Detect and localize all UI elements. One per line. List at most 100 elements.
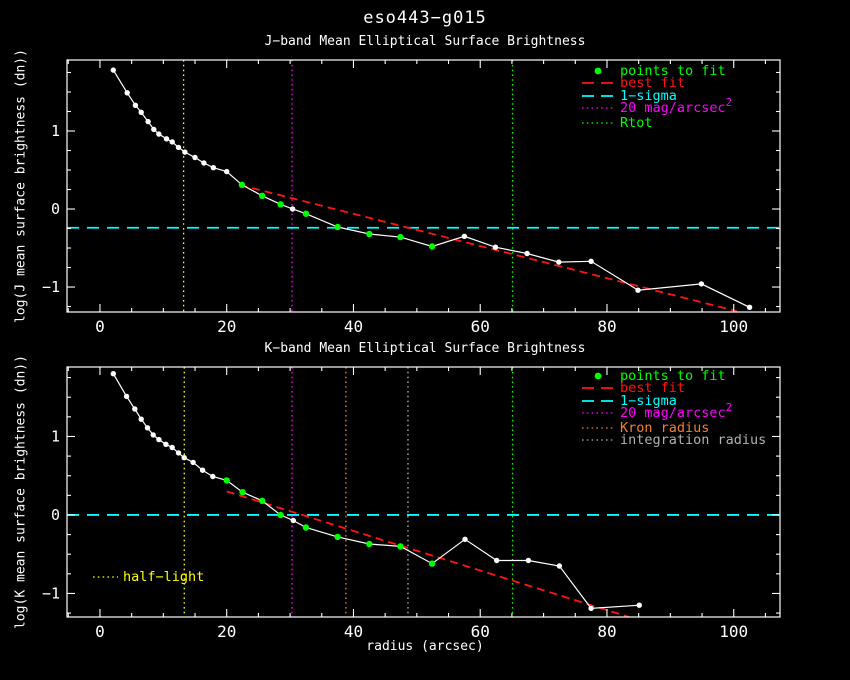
x-tick-label: 80 [597, 622, 616, 641]
fit-point [428, 243, 436, 250]
data-point [169, 444, 175, 451]
data-point [145, 118, 151, 125]
legend-label: integration radius [620, 432, 766, 448]
best-fit-line [226, 490, 630, 618]
x-tick-label: 60 [471, 317, 490, 336]
data-point [462, 536, 468, 542]
fit-point [302, 524, 310, 531]
data-point [192, 154, 198, 161]
data-point [201, 160, 207, 166]
data-point [199, 467, 206, 473]
legend-sample-dot [594, 372, 602, 380]
legend-label: points to fit [620, 63, 726, 79]
data-point [588, 258, 594, 264]
legend-label: points to fit [620, 368, 726, 384]
data-point [169, 139, 175, 145]
data-point [144, 425, 151, 431]
fit-point [302, 210, 310, 217]
data-point [156, 131, 162, 137]
data-point [151, 126, 157, 133]
data-point [698, 281, 705, 287]
data-point [210, 473, 216, 480]
data-point [182, 149, 188, 155]
legend-label: 20 mag/arcsec2 [620, 97, 732, 116]
data-point [132, 102, 139, 109]
axes-frame [66, 59, 781, 313]
fit-point [223, 477, 230, 484]
data-point [163, 136, 170, 142]
fit-point [428, 560, 436, 567]
x-axis-label: radius (arcsec) [366, 639, 484, 654]
data-point [190, 459, 196, 466]
fit-point [259, 497, 266, 504]
data-point [175, 144, 182, 151]
fit-point [366, 540, 373, 548]
y-tick-label: −1 [42, 278, 60, 296]
data-point [746, 304, 753, 310]
legend-label: 1−sigma [620, 88, 677, 104]
data-point [556, 563, 563, 569]
legend-label: Rtot [620, 115, 653, 131]
legend-label: best fit [620, 380, 685, 396]
fit-point [397, 233, 404, 241]
x-tick-label: 40 [344, 622, 363, 641]
x-tick-label: 20 [217, 622, 236, 641]
x-tick-label: 80 [597, 317, 616, 336]
legend-label: best fit [620, 75, 685, 91]
data-point [138, 109, 144, 116]
axes-frame [66, 366, 781, 618]
fit-point [334, 533, 341, 541]
fit-point [277, 511, 284, 519]
fit-point [366, 230, 373, 238]
x-tick-label: 100 [719, 317, 748, 336]
data-point [150, 432, 156, 438]
legend-label: Kron radius [620, 420, 709, 436]
x-tick-label: 100 [719, 622, 748, 641]
data-point [556, 259, 562, 265]
legend-label: 1−sigma [620, 393, 677, 409]
x-tick-label: 20 [217, 317, 236, 336]
y-tick-label: 0 [51, 200, 60, 218]
panel-j-title: J−band Mean Elliptical Surface Brightnes… [264, 34, 586, 49]
data-point [163, 441, 169, 447]
data-point [123, 393, 130, 400]
data-point [492, 244, 499, 250]
data-point [289, 206, 296, 212]
x-tick-label: 60 [471, 622, 490, 641]
x-tick-label: 40 [344, 317, 363, 336]
fit-point [259, 192, 266, 199]
data-point [124, 90, 130, 96]
data-point [588, 605, 594, 612]
data-point [138, 416, 144, 422]
half-light-label: half−light [123, 569, 204, 585]
panel-k-title: K−band Mean Elliptical Surface Brightnes… [264, 341, 586, 356]
page-title: eso443−g015 [363, 8, 487, 28]
best-fit-line [239, 183, 738, 313]
data-point [636, 602, 642, 608]
data-point [290, 517, 296, 524]
y-tick-label: 0 [51, 506, 60, 524]
data-point [210, 165, 217, 171]
data-point [461, 233, 468, 239]
data-point [110, 371, 117, 377]
data-point [175, 450, 182, 456]
fit-point [334, 223, 341, 231]
fit-point [397, 543, 404, 550]
data-point [132, 406, 138, 412]
y-tick-label: 1 [51, 427, 60, 445]
data-point [181, 455, 187, 461]
fit-point [239, 489, 246, 496]
fit-point [238, 181, 246, 188]
data-point [156, 436, 162, 443]
data-point [110, 67, 117, 73]
y-tick-label: 1 [51, 122, 60, 140]
data-point [224, 168, 230, 175]
data-point [635, 287, 641, 293]
data-point [524, 250, 530, 257]
legend-sample-dot [594, 67, 602, 75]
data-point [525, 557, 532, 564]
y-tick-label: −1 [42, 584, 60, 602]
fit-point [277, 201, 284, 208]
